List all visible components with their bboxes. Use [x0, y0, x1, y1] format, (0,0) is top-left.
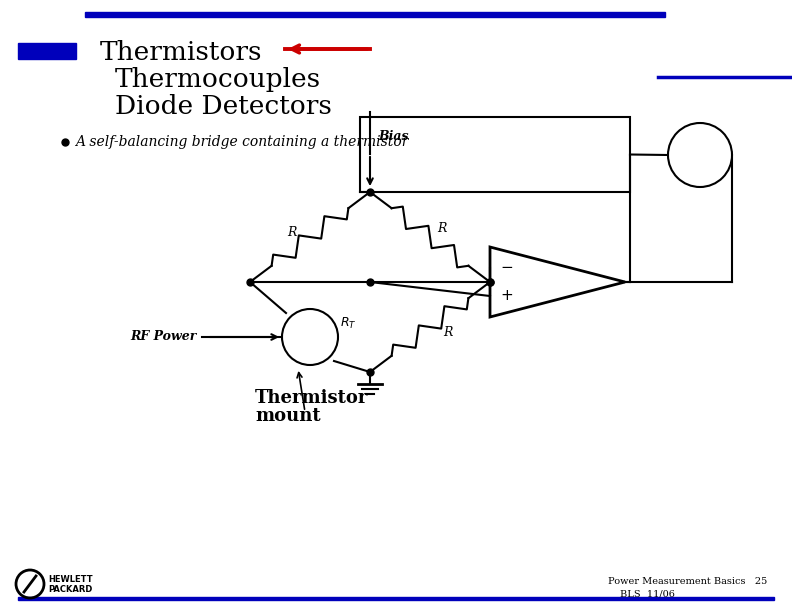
Text: Thermistors: Thermistors — [100, 40, 262, 64]
Text: Thermocouples: Thermocouples — [115, 67, 321, 92]
Text: +: + — [500, 288, 512, 304]
Text: HEWLETT: HEWLETT — [48, 575, 93, 583]
Text: mount: mount — [255, 407, 321, 425]
Bar — [18, 43, 76, 59]
Text: R: R — [444, 326, 453, 338]
Circle shape — [668, 123, 732, 187]
Circle shape — [282, 309, 338, 365]
Bar — [18, 597, 774, 600]
Text: $R_T$: $R_T$ — [340, 315, 356, 330]
Text: R: R — [287, 225, 297, 239]
Text: R: R — [437, 223, 447, 236]
Text: BLS  11/06: BLS 11/06 — [620, 589, 675, 599]
Bar — [85, 12, 665, 17]
Text: Thermistor: Thermistor — [255, 389, 368, 407]
Text: PACKARD: PACKARD — [48, 584, 93, 594]
Text: Bias: Bias — [378, 130, 409, 143]
Text: −: − — [500, 261, 512, 275]
Text: Power Measurement Basics   25: Power Measurement Basics 25 — [608, 578, 767, 586]
Bar — [360, 117, 630, 192]
Text: A self-balancing bridge containing a thermistor: A self-balancing bridge containing a the… — [75, 135, 409, 149]
Text: RF Power: RF Power — [131, 330, 197, 343]
Text: Diode Detectors: Diode Detectors — [115, 94, 332, 119]
